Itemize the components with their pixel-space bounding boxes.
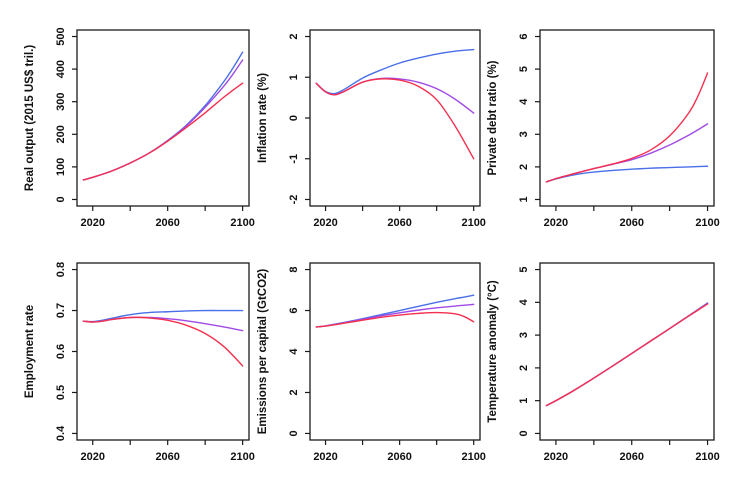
x-tick-label: 2020 <box>544 451 568 463</box>
plot-box <box>539 29 715 207</box>
y-tick-label: -1 <box>288 154 300 164</box>
y-tick-label: 1 <box>288 74 300 80</box>
x-tick-label: 2100 <box>461 451 485 463</box>
x-tick-label: 2060 <box>155 451 179 463</box>
x-tick-label: 2100 <box>230 451 254 463</box>
series-line-blue <box>315 294 475 328</box>
x-tick-label: 2060 <box>387 451 411 463</box>
y-tick-label: 3 <box>518 131 530 137</box>
x-tick-label: 2020 <box>544 217 568 229</box>
y-tick-label: 500 <box>55 27 67 45</box>
y-tick-label: 0.4 <box>55 425 67 441</box>
y-axis-title-emissions-per-capital-gtco2: Emissions per capital (GtCO2) <box>257 269 269 435</box>
panel-emissions-per-capital-gtco2: 2020 2060 2100 0 2 4 6 8 Emissions per capital (… <box>257 262 486 463</box>
x-tick-label: 2100 <box>461 217 485 229</box>
y-tick-label: 4 <box>288 348 300 355</box>
y-tick-label: 2 <box>518 164 530 170</box>
series-line-red <box>82 316 244 367</box>
y-tick-label: 0 <box>288 430 300 436</box>
y-tick-label: 0.7 <box>55 303 67 318</box>
plot-box <box>309 29 481 207</box>
y-tick-label: 0.6 <box>55 344 67 359</box>
plot-box <box>76 262 250 441</box>
x-tick-label: 2020 <box>80 451 104 463</box>
y-axis-title-inflation-rate: Inflation rate (%) <box>257 73 269 163</box>
y-tick-label: 200 <box>55 125 67 143</box>
y-tick-label: 6 <box>518 33 530 39</box>
y-axis-title-employment-rate: Employment rate <box>24 305 36 398</box>
x-tick-label: 2100 <box>695 451 719 463</box>
x-tick-label: 2100 <box>230 217 254 229</box>
x-tick-label: 2060 <box>387 217 411 229</box>
series-line-purple <box>82 59 244 181</box>
series-line-red <box>82 82 244 181</box>
series-line-blue <box>545 302 709 407</box>
y-tick-label: 0.5 <box>55 385 67 400</box>
series-line-red <box>545 72 709 183</box>
x-tick-label: 2020 <box>80 217 104 229</box>
series-line-blue <box>545 165 709 183</box>
y-tick-label: 4 <box>518 98 530 105</box>
panel-private-debt-ratio: 2020 2060 2100 1 2 3 4 5 6 Private debt ratio (%) <box>487 29 720 229</box>
y-tick-label: 4 <box>518 298 530 305</box>
y-tick-label: 100 <box>55 158 67 176</box>
y-axis-title-private-debt-ratio: Private debt ratio (%) <box>487 60 499 175</box>
panel-real-output-2015-us-tril: 2020 2060 2100 0 100 200 300 400 500 Real output … <box>24 27 255 229</box>
series-line-purple <box>545 123 709 183</box>
y-axis-title-temperature-anomaly-c: Temperature anomaly (°C) <box>487 280 499 423</box>
y-tick-label: 1 <box>518 398 530 404</box>
y-tick-label: 300 <box>55 93 67 111</box>
series-line-red <box>315 78 475 160</box>
series-line-purple <box>315 77 475 114</box>
y-tick-label: 5 <box>518 66 530 72</box>
x-tick-label: 2060 <box>619 451 643 463</box>
y-tick-label: -2 <box>288 195 300 205</box>
y-axis-title-real-output-2015-us-tril: Real output (2015 US$ tril.) <box>24 45 36 192</box>
panel-temperature-anomaly-c: 2020 2060 2100 0 1 2 3 4 5 Temperature anomaly (°… <box>487 262 720 463</box>
y-tick-label: 6 <box>288 307 300 313</box>
y-tick-label: 2 <box>288 389 300 395</box>
plot-box <box>76 29 250 207</box>
x-tick-label: 2100 <box>695 217 719 229</box>
y-tick-label: 0 <box>288 115 300 121</box>
y-tick-label: 0 <box>518 430 530 436</box>
series-line-blue <box>315 48 475 95</box>
plot-box <box>539 262 715 441</box>
panel-inflation-rate: 2020 2060 2100 -2 -1 0 1 2 Inflation rate (%) <box>257 29 486 229</box>
y-tick-label: 3 <box>518 332 530 338</box>
x-tick-label: 2060 <box>155 217 179 229</box>
series-line-blue <box>82 51 244 181</box>
y-tick-label: 0.8 <box>55 262 67 277</box>
y-tick-label: 2 <box>518 365 530 371</box>
x-tick-label: 2020 <box>313 217 337 229</box>
y-tick-label: 5 <box>518 266 530 272</box>
y-tick-label: 2 <box>288 33 300 39</box>
x-tick-label: 2060 <box>619 217 643 229</box>
y-tick-label: 0 <box>55 196 67 202</box>
y-tick-label: 8 <box>288 266 300 272</box>
panel-employment-rate: 2020 2060 2100 0.4 0.5 0.6 0.7 0.8 Employment ra… <box>24 262 255 463</box>
y-tick-label: 1 <box>518 196 530 202</box>
series-line-red <box>315 311 475 328</box>
y-tick-label: 400 <box>55 60 67 78</box>
series-line-red <box>545 303 709 407</box>
x-tick-label: 2020 <box>313 451 337 463</box>
plot-box <box>309 262 481 441</box>
